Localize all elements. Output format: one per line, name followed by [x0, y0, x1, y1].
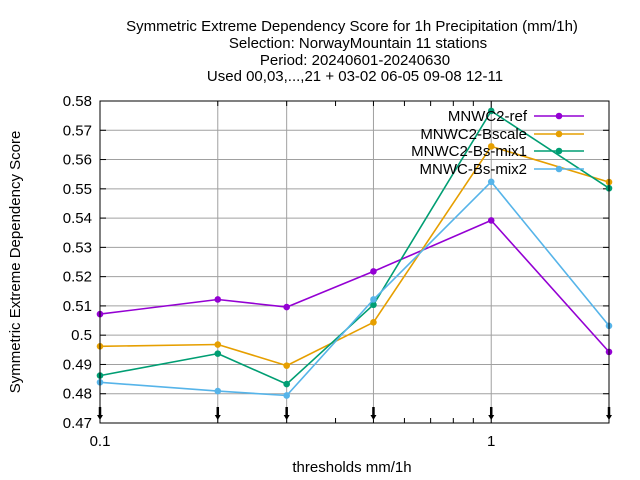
- data-point: [370, 319, 377, 326]
- y-tick-label: 0.51: [63, 298, 92, 315]
- legend-marker: [555, 130, 563, 138]
- title-line-3: Period: 20240601-20240630: [260, 52, 450, 69]
- legend-label: MNWC2-Bs-mix1: [411, 143, 527, 160]
- legend-marker: [555, 112, 563, 120]
- threshold-marker-arrow: [214, 415, 221, 420]
- data-point: [283, 303, 290, 311]
- x-tick-labels: 0.1 1: [90, 433, 496, 450]
- y-tick-label: 0.5: [71, 327, 92, 344]
- legend-marker: [555, 165, 563, 173]
- plot-frame: [99, 100, 610, 424]
- data-point: [214, 350, 222, 357]
- data-point: [214, 387, 222, 395]
- data-point: [214, 341, 222, 348]
- y-tick-label: 0.55: [63, 181, 92, 198]
- data-point: [283, 362, 290, 369]
- series-line: [99, 110, 610, 385]
- threshold-marker-arrow: [488, 415, 495, 420]
- title-line-1: Symmetric Extreme Dependency Score for 1…: [126, 18, 578, 35]
- y-tick-label: 0.52: [63, 269, 92, 286]
- legend-label: MNWC2-Bscale: [420, 126, 527, 143]
- data-point: [370, 296, 377, 303]
- series-line: [99, 181, 610, 397]
- threshold-marker-arrow: [370, 415, 377, 420]
- y-tick-label: 0.58: [63, 93, 92, 110]
- data-point: [487, 107, 495, 115]
- x-tick-label: 0.1: [90, 433, 111, 450]
- legend: MNWC2-refMNWC2-BscaleMNWC2-Bs-mix1MNWC-B…: [411, 108, 584, 178]
- x-tick-label: 1: [487, 433, 495, 450]
- data-point: [283, 380, 290, 388]
- data-point: [370, 301, 377, 309]
- title-line-4: Used 00,03,...,21 + 03-02 06-05 09-08 12…: [207, 68, 503, 85]
- legend-label: MNWC2-ref: [448, 108, 528, 125]
- grid: [100, 101, 609, 423]
- series-4: [96, 178, 613, 399]
- series-line: [99, 145, 610, 367]
- y-tick-label: 0.54: [63, 210, 92, 227]
- x-axis-label: thresholds mm/1h: [292, 459, 411, 476]
- data-point: [370, 268, 377, 275]
- y-tick-label: 0.49: [63, 356, 92, 373]
- y-tick-label: 0.53: [63, 239, 92, 256]
- data-point: [214, 296, 222, 303]
- y-axis-label: Symmetric Extreme Dependency Score: [7, 131, 24, 394]
- data-point: [487, 143, 495, 150]
- axis-ticks: [97, 100, 612, 424]
- series-line: [99, 219, 610, 353]
- data-point: [283, 392, 290, 399]
- legend-marker: [555, 147, 563, 155]
- y-tick-label: 0.57: [63, 122, 92, 139]
- y-tick-labels: 0.47 0.48 0.49 0.5 0.51 0.52 0.53 0.54 0.55 0.56 0…: [63, 93, 92, 432]
- threshold-marker-arrow: [283, 415, 290, 420]
- y-tick-label: 0.56: [63, 152, 92, 169]
- y-tick-label: 0.48: [63, 386, 92, 403]
- series-1: [96, 217, 613, 356]
- data-point: [487, 178, 495, 186]
- title-line-2: Selection: NorwayMountain 11 stations: [229, 35, 487, 52]
- data-point: [487, 217, 495, 224]
- legend-label: MNWC-Bs-mix2: [420, 161, 527, 178]
- chart-title: Symmetric Extreme Dependency Score for 1…: [126, 18, 578, 85]
- y-tick-label: 0.47: [63, 415, 92, 432]
